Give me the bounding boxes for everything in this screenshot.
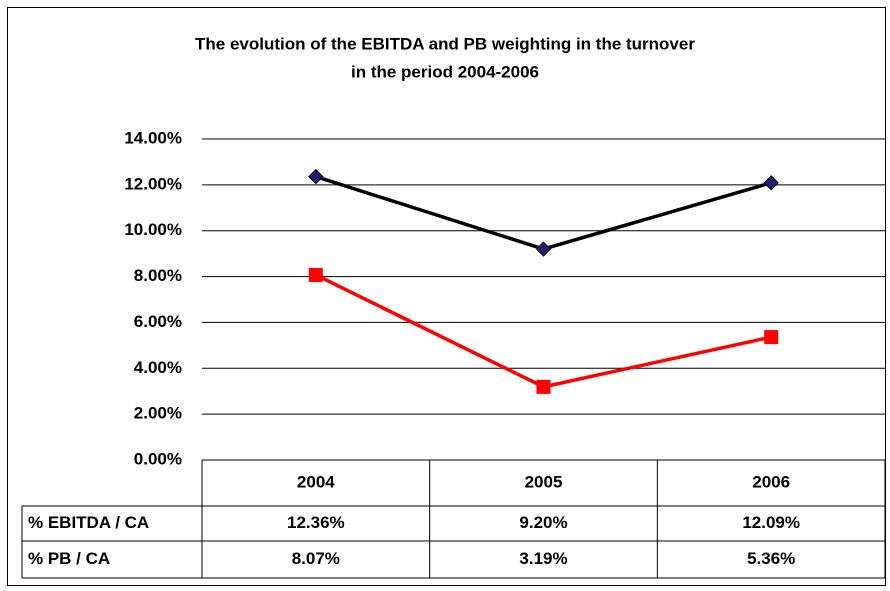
data-label: 3.19% xyxy=(519,549,567,568)
marker xyxy=(763,175,779,191)
y-tick-label: 14.00% xyxy=(124,128,182,147)
y-tick-label: 4.00% xyxy=(134,358,182,377)
x-tick-label: 2004 xyxy=(297,472,335,491)
marker xyxy=(535,241,552,257)
x-tick-label: 2006 xyxy=(752,472,790,491)
marker xyxy=(536,379,551,394)
chart-title: The evolution of the EBITDA and PB weigh… xyxy=(195,34,695,53)
y-tick-label: 8.00% xyxy=(134,266,182,285)
x-tick-label: 2005 xyxy=(525,472,563,491)
data-label: 12.09% xyxy=(742,513,800,532)
y-tick-label: 10.00% xyxy=(124,220,182,239)
y-tick-label: 2.00% xyxy=(134,404,182,423)
data-label: 9.20% xyxy=(519,513,567,532)
marker xyxy=(308,267,323,282)
legend-label: % PB / CA xyxy=(28,549,110,568)
data-label: 5.36% xyxy=(747,549,795,568)
data-label: 8.07% xyxy=(292,549,340,568)
chart-title: in the period 2004-2006 xyxy=(351,62,539,81)
y-tick-label: 0.00% xyxy=(134,449,182,468)
data-label: 12.36% xyxy=(287,513,345,532)
chart-frame xyxy=(7,7,886,586)
y-tick-label: 6.00% xyxy=(134,312,182,331)
legend-label: % EBITDA / CA xyxy=(28,513,149,532)
y-tick-label: 12.00% xyxy=(124,174,182,193)
marker xyxy=(764,330,779,345)
marker xyxy=(308,168,324,185)
